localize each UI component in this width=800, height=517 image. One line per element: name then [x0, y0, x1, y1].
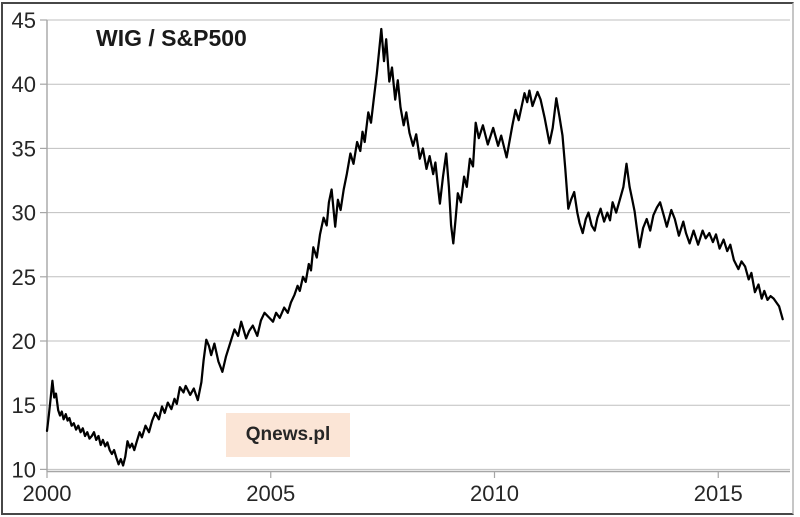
x-axis-label-2005: 2005 [246, 481, 295, 506]
axes [40, 19, 790, 478]
y-axis-label-35: 35 [12, 136, 36, 161]
x-axis-label-2000: 2000 [23, 481, 72, 506]
y-axis-label-40: 40 [12, 72, 36, 97]
y-axis-label-30: 30 [12, 201, 36, 226]
gridlines [47, 19, 790, 470]
wig-sp500-ratio-line [45, 27, 784, 467]
x-axis-label-2010: 2010 [470, 481, 519, 506]
axis-labels: 10 15 20 25 30 35 40 45 2000 2005 2010 2015 [12, 8, 743, 506]
y-axis-label-45: 45 [12, 8, 36, 33]
data-series [45, 27, 784, 467]
y-axis-label-15: 15 [12, 393, 36, 418]
y-axis-label-10: 10 [12, 457, 36, 482]
y-axis-label-25: 25 [12, 265, 36, 290]
y-axis-label-20: 20 [12, 329, 36, 354]
chart-title: WIG / S&P500 [96, 25, 247, 51]
watermark-label: Qnews.pl [226, 413, 350, 457]
x-axis-label-2015: 2015 [694, 481, 743, 506]
